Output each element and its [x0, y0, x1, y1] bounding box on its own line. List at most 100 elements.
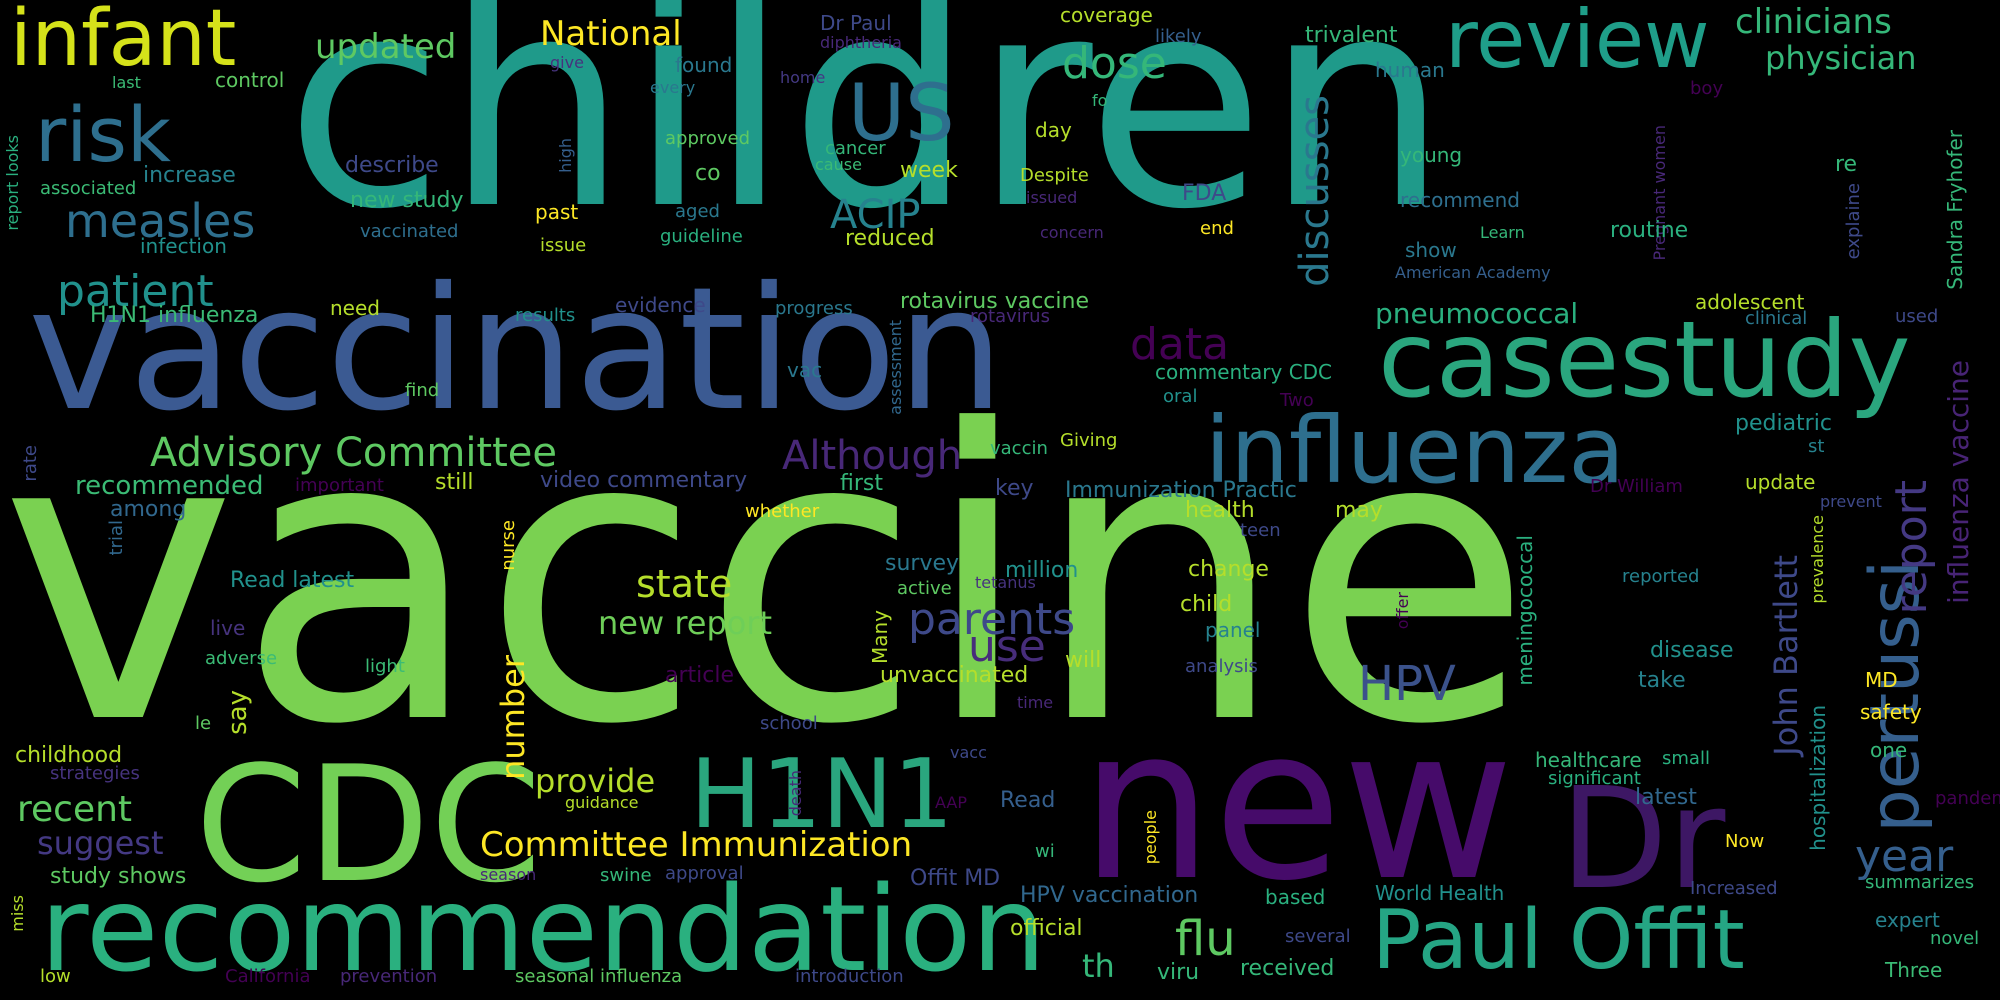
cloud-word: le — [195, 713, 212, 734]
cloud-word: increase — [143, 163, 236, 188]
cloud-word: prevalence — [1808, 515, 1827, 604]
cloud-word: unvaccinated — [880, 663, 1029, 688]
cloud-word: give — [550, 53, 584, 72]
cloud-word: light — [365, 656, 405, 677]
cloud-word: healthcare — [1535, 748, 1642, 772]
cloud-word: vaccinated — [360, 221, 459, 242]
cloud-word: Many — [868, 610, 892, 665]
cloud-word: rotavirus vaccine — [900, 289, 1089, 314]
cloud-word: Read — [1000, 788, 1056, 813]
cloud-word: Learn — [1480, 223, 1525, 242]
cloud-word: season — [480, 865, 537, 884]
cloud-word: Although — [782, 433, 963, 479]
cloud-word: million — [1005, 558, 1079, 583]
cloud-word: used — [1895, 306, 1939, 327]
cloud-word: review — [1445, 0, 1710, 86]
cloud-word: recent — [17, 789, 133, 830]
cloud-word: risk — [35, 90, 171, 179]
cloud-word: Increased — [1690, 878, 1778, 899]
cloud-word: official — [1010, 916, 1083, 941]
cloud-word: prevent — [1820, 492, 1882, 511]
cloud-word: study shows — [50, 864, 187, 889]
cloud-word: new report — [598, 604, 773, 642]
cloud-word: based — [1265, 885, 1326, 909]
cloud-word: Dr — [1560, 758, 1726, 921]
cloud-word: disease — [1650, 638, 1734, 663]
cloud-word: commentary CDC — [1155, 360, 1333, 384]
cloud-word: fo — [1092, 91, 1108, 110]
cloud-word: measles — [65, 194, 256, 248]
cloud-word: AAP — [935, 793, 967, 812]
cloud-word: health — [1185, 498, 1255, 523]
cloud-word: recommendation — [40, 860, 1047, 998]
cloud-word: infection — [140, 234, 227, 258]
cloud-word: recommended — [75, 471, 264, 501]
cloud-word: HPV vaccination — [1020, 883, 1199, 908]
cloud-word: Dr William — [1590, 476, 1683, 497]
cloud-word: re — [1835, 152, 1858, 177]
cloud-word: pandemic — [1935, 788, 2000, 809]
cloud-word: video commentary — [540, 468, 748, 493]
cloud-word: update — [1745, 470, 1816, 494]
cloud-word: evidence — [615, 293, 706, 317]
cloud-word: clinicians — [1735, 2, 1892, 42]
cloud-word: American Academy — [1395, 263, 1551, 282]
cloud-word: summarizes — [1865, 872, 1975, 893]
cloud-word: latest — [1635, 785, 1697, 810]
cloud-word: boy — [1690, 78, 1724, 99]
cloud-word: approval — [665, 863, 744, 884]
cloud-word: find — [405, 380, 440, 401]
cloud-word: Now — [1725, 831, 1765, 852]
cloud-word: active — [897, 578, 952, 599]
cloud-word: introduction — [795, 966, 904, 987]
cloud-word: st — [1808, 436, 1825, 457]
cloud-word: vaccination — [28, 251, 1005, 449]
cloud-word: found — [675, 53, 733, 77]
cloud-word: HPV — [1358, 656, 1456, 712]
cloud-word: concern — [1040, 223, 1104, 242]
cloud-word: death — [786, 770, 805, 817]
cloud-word: show — [1405, 238, 1457, 262]
cloud-word: Committee Immunization — [480, 825, 913, 865]
cloud-word: dose — [1062, 38, 1167, 89]
cloud-word: California — [225, 966, 311, 987]
cloud-word: novel — [1930, 928, 1980, 949]
cloud-word: need — [330, 296, 380, 320]
cloud-word: pediatric — [1735, 411, 1832, 436]
cloud-word: high — [556, 138, 575, 173]
cloud-word: influenza vaccine — [1942, 360, 1975, 604]
cloud-word: end — [1200, 218, 1234, 239]
cloud-word: cause — [815, 155, 862, 174]
cloud-word: Despite — [1020, 165, 1089, 186]
cloud-word: guideline — [660, 226, 743, 247]
cloud-word: school — [760, 713, 818, 734]
cloud-word: Three — [1885, 958, 1943, 982]
cloud-word: approved — [665, 128, 751, 149]
cloud-word: routine — [1610, 218, 1689, 243]
cloud-word: vaccine — [0, 347, 1533, 812]
cloud-word: casestudy — [1378, 299, 1911, 421]
cloud-word: low — [40, 966, 71, 987]
cloud-word: John Bartlett — [1767, 555, 1805, 756]
cloud-word: new — [1080, 682, 1515, 927]
cloud-word: Giving — [1060, 430, 1118, 451]
cloud-word: children — [285, 0, 1449, 273]
cloud-word: change — [1188, 557, 1269, 582]
cloud-word: discusses — [1292, 95, 1338, 287]
cloud-word: Paul Offit — [1372, 893, 1745, 988]
cloud-word: World Health — [1375, 881, 1505, 905]
cloud-word: state — [636, 562, 733, 606]
cloud-word: new study — [350, 188, 464, 213]
cloud-word: physician — [1765, 39, 1917, 77]
cloud-word: trivalent — [1305, 23, 1398, 48]
cloud-word: issued — [1026, 188, 1078, 207]
cloud-word: Dr Paul — [820, 11, 892, 35]
cloud-word: miss — [8, 895, 27, 932]
cloud-word: expert — [1875, 908, 1940, 932]
cloud-word: home — [780, 68, 826, 87]
cloud-word: week — [900, 158, 958, 183]
cloud-word: offer — [1393, 592, 1412, 630]
cloud-word: significant — [1548, 768, 1641, 789]
cloud-word: Advisory Committee — [150, 430, 558, 476]
cloud-word: take — [1638, 668, 1686, 693]
